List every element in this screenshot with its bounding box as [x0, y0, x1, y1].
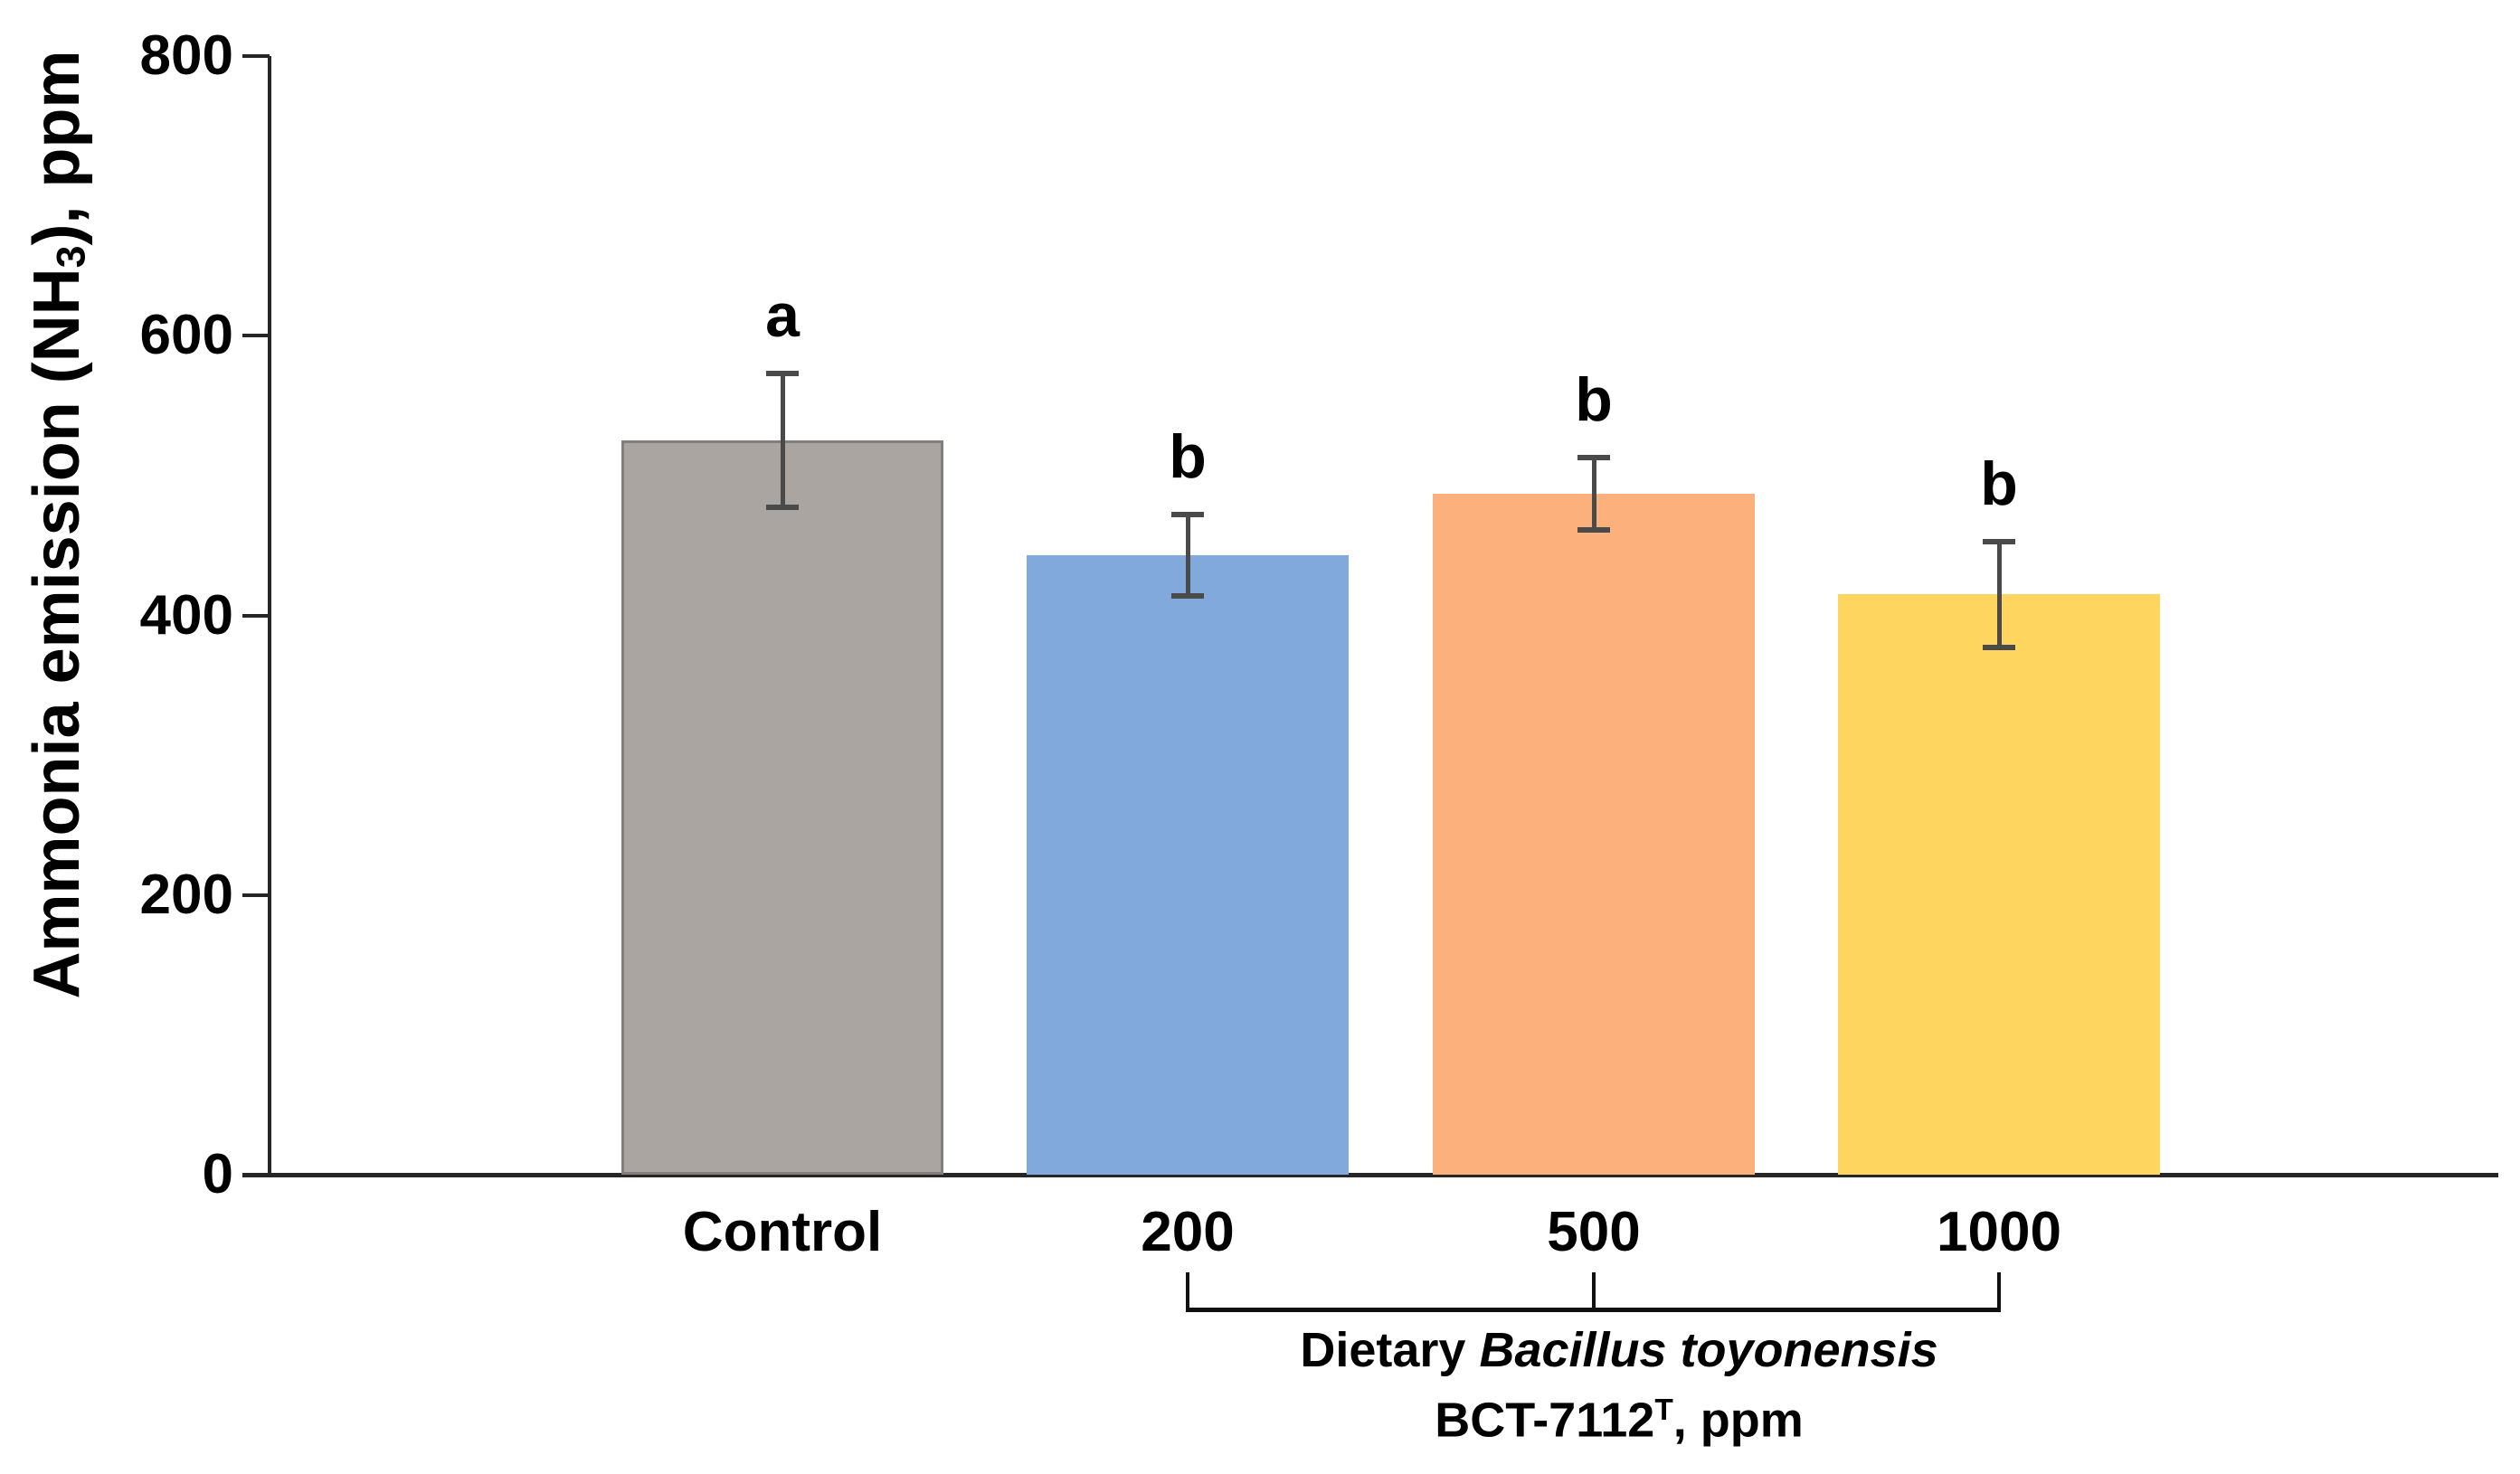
bar-1000 [1838, 594, 2160, 1175]
text-segment: 3 [49, 245, 94, 269]
y-tick [242, 1173, 270, 1176]
bar-control [621, 440, 943, 1175]
bracket-vertical-line [1186, 1272, 1189, 1310]
error-bar-line [1185, 515, 1190, 596]
y-tick [242, 334, 270, 338]
significance-letter: b [1169, 422, 1207, 492]
error-bar-cap-top [766, 370, 799, 376]
x-axis-line [242, 1173, 2498, 1177]
error-bar-cap-bottom [1983, 645, 2015, 651]
bar-200 [1027, 555, 1349, 1175]
error-bar-line [1591, 457, 1596, 531]
significance-letter: b [1575, 364, 1613, 434]
error-bar-line [780, 373, 785, 508]
error-bar-cap-top [1577, 454, 1610, 460]
error-bar-cap-top [1171, 512, 1204, 518]
x-category-label: 500 [1547, 1201, 1641, 1263]
text-segment: Bacillus toyonensis [1479, 1323, 1938, 1377]
bracket-vertical-line [1997, 1272, 2001, 1310]
y-tick-label: 800 [139, 24, 233, 87]
x-axis-title-line-2: BCT-7112T, ppm [895, 1378, 2343, 1447]
x-category-label: 200 [1141, 1201, 1235, 1263]
error-bar-line [1996, 541, 2002, 648]
x-category-label: 1000 [1937, 1201, 2061, 1263]
bracket-vertical-line [1592, 1272, 1596, 1310]
x-axis-title-line-1: Dietary Bacillus toyonensis [895, 1318, 2343, 1383]
y-tick-label: 200 [139, 863, 233, 926]
y-tick-label: 400 [139, 583, 233, 647]
error-bar-cap-bottom [766, 505, 799, 511]
y-tick [242, 893, 270, 897]
text-segment: , ppm [1672, 1393, 1804, 1448]
error-bar-cap-bottom [1171, 592, 1204, 599]
y-axis-line [268, 56, 271, 1176]
bar-500 [1433, 493, 1755, 1175]
y-tick [242, 613, 270, 618]
error-bar-cap-top [1983, 538, 2015, 544]
significance-letter: a [765, 280, 800, 350]
text-segment: BCT-7112 [1435, 1393, 1655, 1448]
significance-letter: b [1980, 449, 2018, 518]
text-segment: Dietary [1300, 1323, 1480, 1377]
text-segment: T [1654, 1394, 1673, 1427]
error-bar-cap-bottom [1577, 527, 1610, 534]
y-tick-label: 600 [139, 304, 233, 367]
y-tick-label: 0 [202, 1143, 233, 1205]
bracket-horizontal-line [1186, 1308, 2001, 1312]
x-category-label: Control [682, 1201, 883, 1263]
y-tick [242, 54, 270, 58]
